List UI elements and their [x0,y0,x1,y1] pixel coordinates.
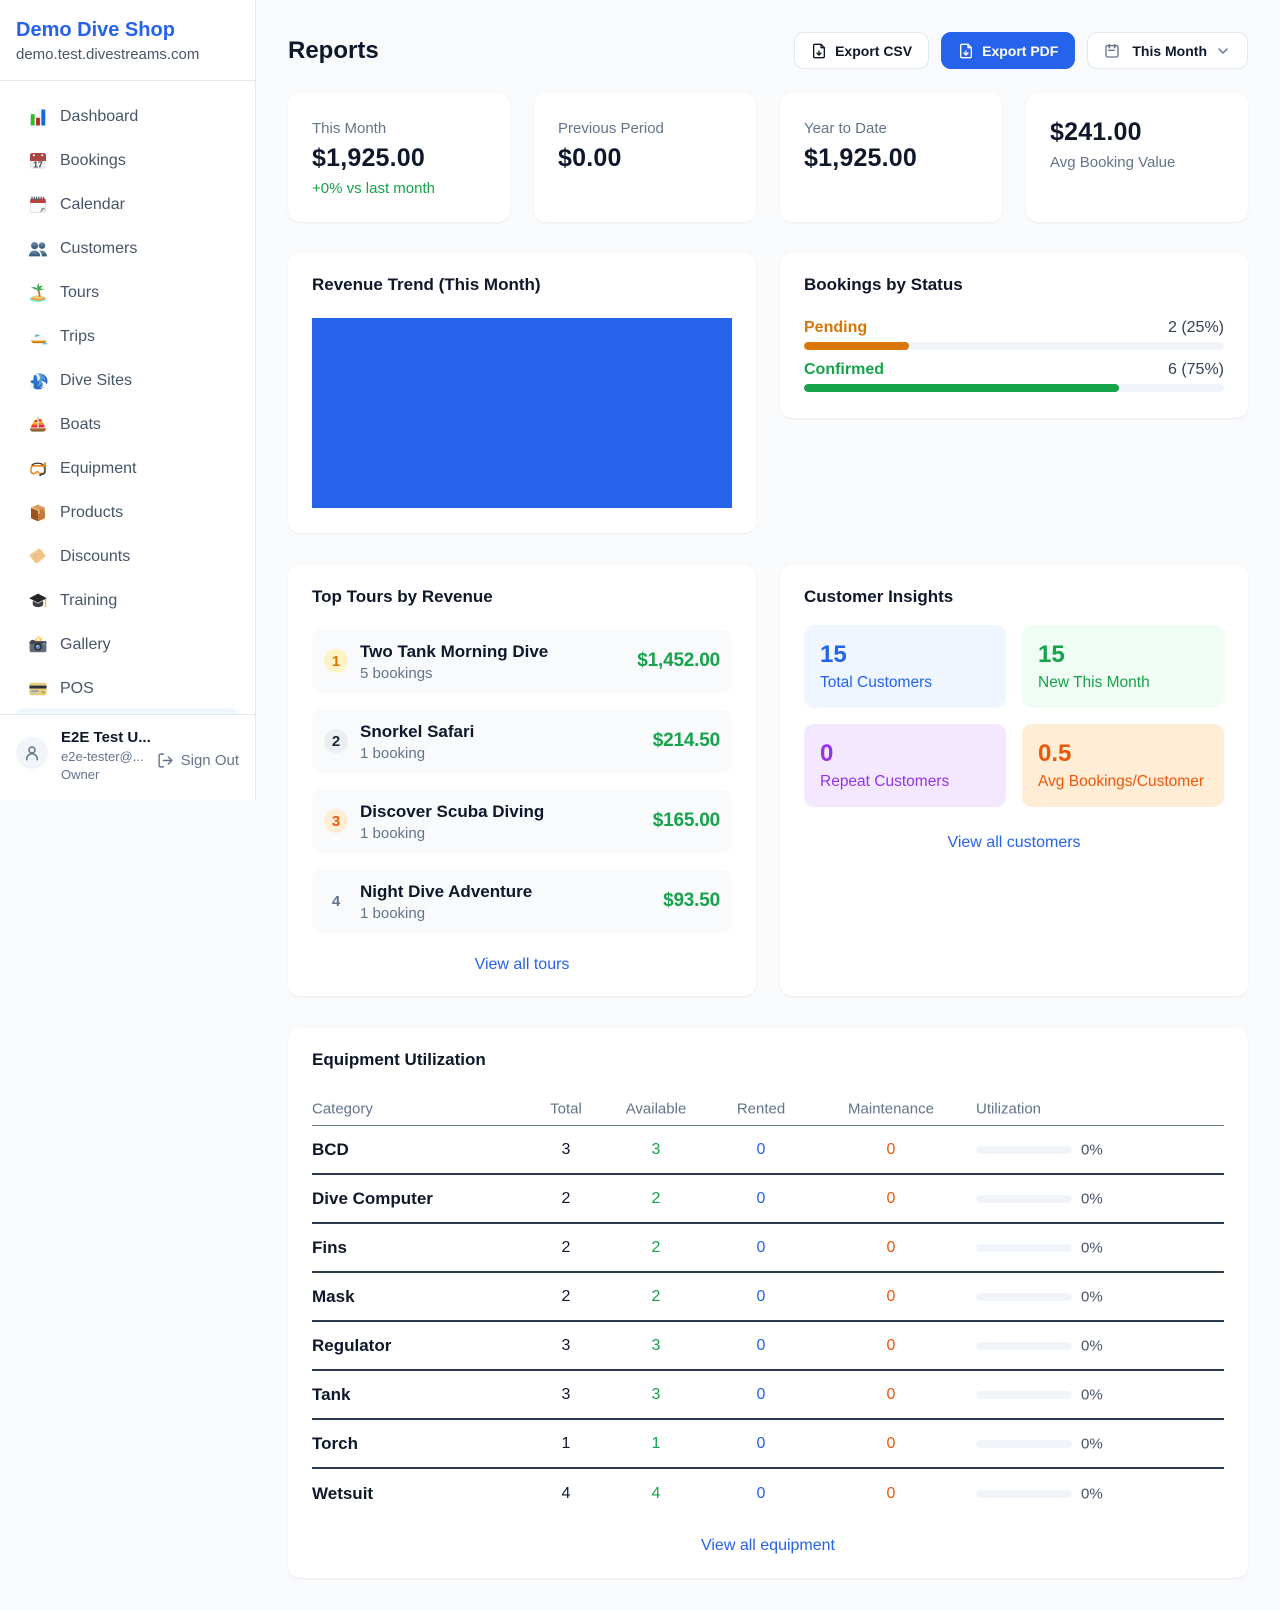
svg-text:17: 17 [33,159,43,169]
